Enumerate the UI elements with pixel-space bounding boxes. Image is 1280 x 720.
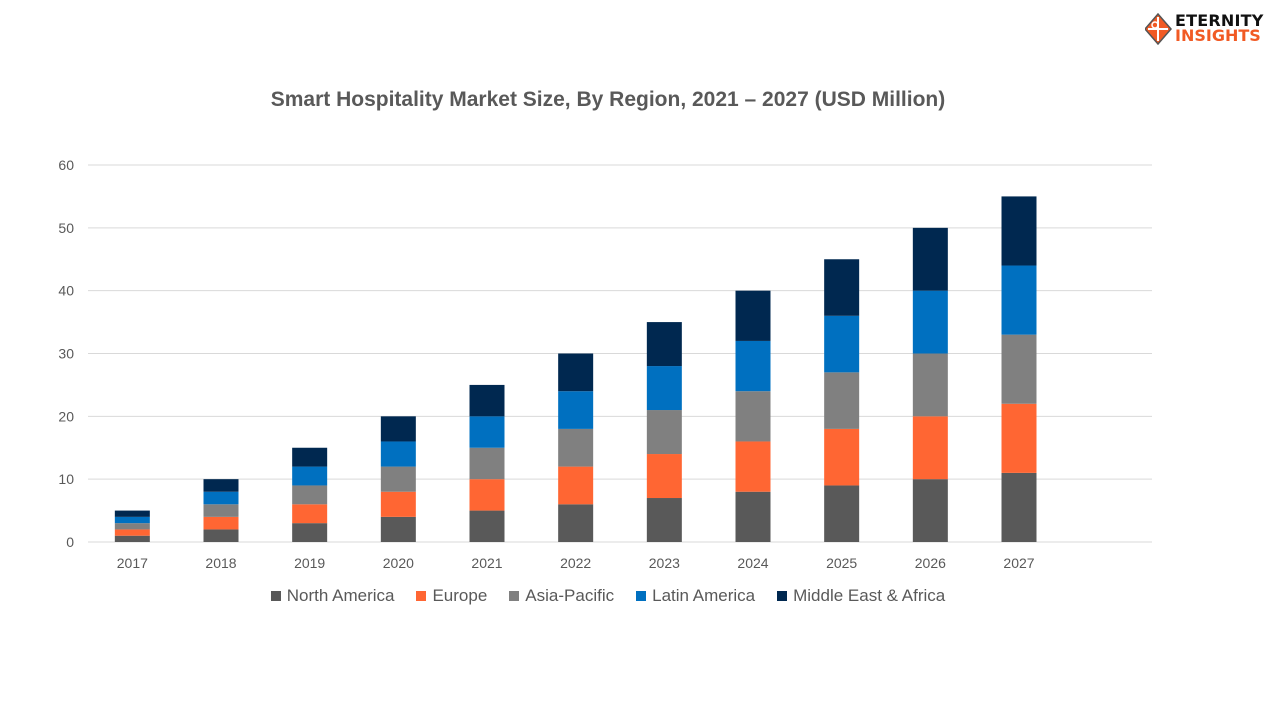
legend-swatch — [636, 591, 647, 601]
bar-asia-pacific-2020 — [380, 466, 416, 492]
bar-middle-east-africa-2021 — [469, 384, 505, 417]
bar-north-america-2018 — [203, 529, 239, 542]
eternity-insights-logo: ETERNITY INSIGHTS — [1145, 11, 1270, 47]
bar-middle-east-africa-2019 — [292, 447, 328, 467]
x-tick-label: 2019 — [294, 555, 325, 571]
x-tick-label: 2024 — [737, 555, 768, 571]
logo-diamond-icon — [1145, 13, 1172, 45]
bar-europe-2027 — [1001, 403, 1037, 473]
bar-asia-pacific-2021 — [469, 447, 505, 480]
y-tick-label: 0 — [66, 534, 74, 550]
bar-north-america-2025 — [824, 485, 860, 542]
legend-swatch — [416, 591, 427, 601]
legend-swatch — [509, 591, 520, 601]
x-tick-label: 2018 — [205, 555, 236, 571]
bar-latin-america-2019 — [292, 466, 328, 486]
legend-label: North America — [286, 586, 395, 605]
y-tick-label: 20 — [58, 408, 74, 424]
bar-latin-america-2017 — [114, 516, 150, 524]
legend-item: North America — [270, 586, 395, 606]
bar-latin-america-2020 — [380, 441, 416, 467]
bar-north-america-2022 — [558, 504, 594, 542]
bar-asia-pacific-2022 — [558, 428, 594, 467]
bar-asia-pacific-2018 — [203, 504, 239, 517]
bar-middle-east-africa-2024 — [735, 290, 771, 341]
x-tick-label: 2027 — [1003, 555, 1034, 571]
bar-asia-pacific-2026 — [912, 353, 948, 417]
bar-middle-east-africa-2027 — [1001, 196, 1037, 266]
x-tick-label: 2020 — [383, 555, 414, 571]
y-tick-label: 60 — [58, 157, 74, 173]
bar-asia-pacific-2023 — [646, 410, 682, 455]
x-tick-label: 2021 — [471, 555, 502, 571]
bar-europe-2020 — [380, 491, 416, 517]
y-tick-label: 10 — [58, 471, 74, 487]
x-tick-label: 2022 — [560, 555, 591, 571]
bar-latin-america-2026 — [912, 290, 948, 354]
legend-item: Europe — [416, 586, 487, 606]
legend-label: Europe — [432, 586, 488, 605]
logo-text-line2: INSIGHTS — [1175, 26, 1261, 45]
bar-north-america-2023 — [646, 498, 682, 542]
legend-label: Asia-Pacific — [525, 586, 615, 605]
legend-swatch — [777, 591, 788, 601]
bar-europe-2023 — [646, 454, 682, 499]
bar-latin-america-2024 — [735, 340, 771, 392]
bar-asia-pacific-2024 — [735, 391, 771, 442]
bar-asia-pacific-2027 — [1001, 334, 1037, 404]
bar-middle-east-africa-2023 — [646, 322, 682, 367]
bar-middle-east-africa-2025 — [824, 259, 860, 316]
bar-latin-america-2025 — [824, 315, 860, 373]
y-tick-label: 40 — [58, 283, 74, 299]
x-tick-label: 2023 — [649, 555, 680, 571]
bar-latin-america-2018 — [203, 491, 239, 505]
logo-text-line1: ETERNITY — [1175, 11, 1264, 30]
bar-north-america-2020 — [380, 516, 416, 542]
bar-middle-east-africa-2026 — [912, 227, 948, 291]
bar-north-america-2017 — [114, 535, 150, 542]
bar-north-america-2026 — [912, 479, 948, 542]
legend-item: Middle East & Africa — [777, 586, 945, 606]
bar-latin-america-2023 — [646, 366, 682, 411]
bar-latin-america-2027 — [1001, 265, 1037, 335]
legend-label: Latin America — [652, 586, 756, 605]
bar-europe-2019 — [292, 504, 328, 524]
bar-middle-east-africa-2022 — [558, 353, 594, 392]
bar-europe-2025 — [824, 428, 860, 486]
bar-middle-east-africa-2018 — [203, 479, 239, 492]
bar-middle-east-africa-2020 — [380, 416, 416, 442]
bar-latin-america-2021 — [469, 416, 505, 448]
legend-label: Middle East & Africa — [793, 586, 946, 605]
legend-swatch — [270, 591, 281, 601]
x-tick-label: 2026 — [915, 555, 946, 571]
bar-europe-2024 — [735, 441, 771, 492]
y-tick-label: 30 — [58, 346, 74, 362]
x-tick-label: 2017 — [117, 555, 148, 571]
bar-north-america-2024 — [735, 491, 771, 542]
x-tick-label: 2025 — [826, 555, 857, 571]
chart-title: Smart Hospitality Market Size, By Region… — [270, 88, 946, 111]
bar-europe-2022 — [558, 466, 594, 505]
bar-asia-pacific-2017 — [114, 523, 150, 530]
legend: North America Europe Asia-Pacific Latin Ame… — [0, 586, 1216, 606]
legend-item: Latin America — [636, 586, 755, 606]
bar-north-america-2027 — [1001, 472, 1037, 542]
legend-item: Asia-Pacific — [509, 586, 614, 606]
bar-latin-america-2022 — [558, 391, 594, 429]
bar-north-america-2021 — [469, 510, 505, 542]
y-tick-label: 50 — [58, 220, 74, 236]
bar-europe-2026 — [912, 416, 948, 480]
bar-asia-pacific-2025 — [824, 372, 860, 429]
bar-europe-2021 — [469, 479, 505, 511]
bar-europe-2018 — [203, 516, 239, 530]
bar-middle-east-africa-2017 — [114, 510, 150, 517]
bar-north-america-2019 — [292, 523, 328, 542]
bar-asia-pacific-2019 — [292, 485, 328, 505]
bar-europe-2017 — [114, 529, 150, 536]
